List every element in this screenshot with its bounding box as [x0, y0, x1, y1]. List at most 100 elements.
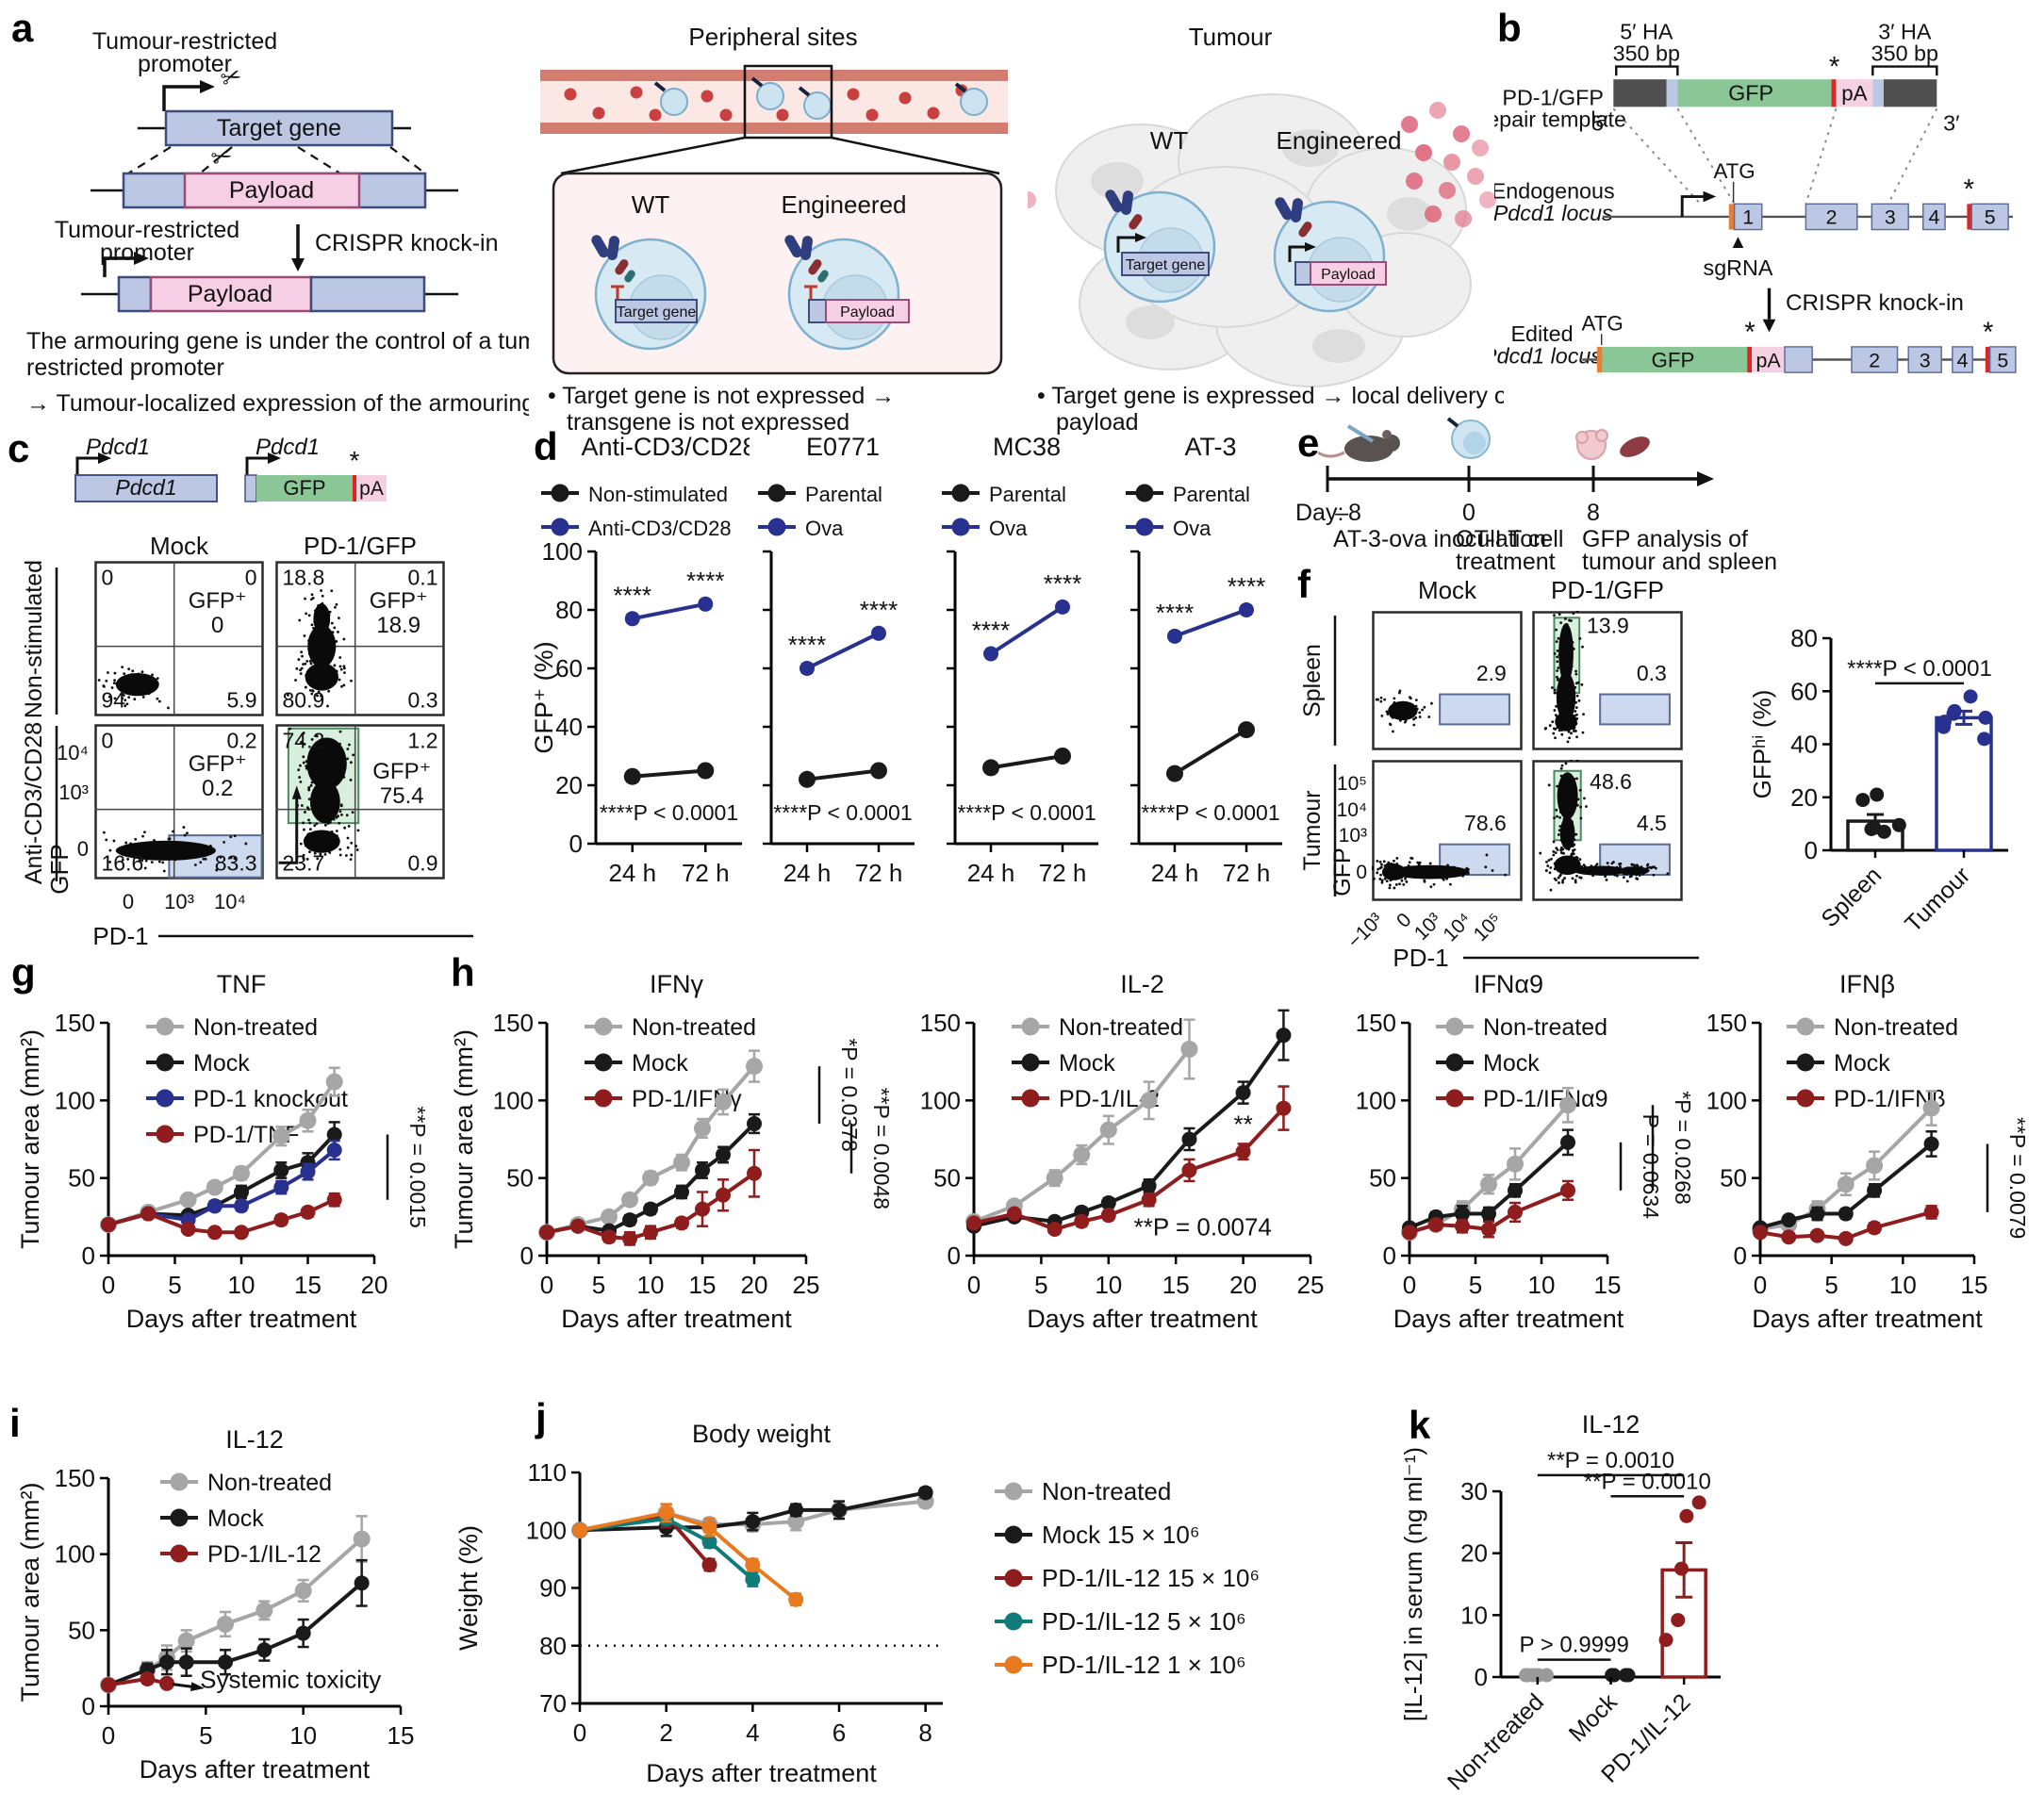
svg-text:Non-treated: Non-treated — [1442, 1688, 1549, 1795]
svg-text:0: 0 — [102, 1271, 115, 1299]
column-header-pd1gfp: PD-1/GFP — [304, 532, 417, 560]
svg-text:24 h: 24 h — [967, 859, 1015, 887]
chart-title: IL-12 — [225, 1425, 284, 1454]
svg-text:20: 20 — [1229, 1271, 1257, 1299]
gate — [1439, 843, 1510, 877]
svg-text:24 h: 24 h — [1151, 859, 1199, 887]
svg-text:0: 0 — [569, 830, 583, 858]
gfp-hi-bar-chart: 0 20 40 60 80 GFPʰⁱ (%) Spleen Tumour ****P < 0.… — [1744, 577, 2036, 954]
svg-text:72 h: 72 h — [1039, 859, 1087, 887]
body-weight-chart-svg: 70 80 90 100 110 0 2 4 6 8 Body weight Weight (%) Da… — [454, 1420, 1260, 1787]
panel-label-e: e — [1297, 420, 1320, 465]
svg-text:100: 100 — [55, 1086, 95, 1114]
svg-text:150: 150 — [1706, 1009, 1747, 1037]
svg-text:Non-treated: Non-treated — [1042, 1477, 1171, 1505]
series-PD-1/IL-12 1 × 10⁶ — [572, 1503, 804, 1607]
series-PD-1/TNF — [101, 1192, 342, 1241]
svg-text:Day:: Day: — [1295, 500, 1343, 526]
svg-text:**P = 0.0048: **P = 0.0048 — [869, 1088, 894, 1209]
svg-text:0: 0 — [211, 613, 223, 638]
column-header-mock: Mock — [150, 532, 209, 560]
svg-text:Mock 15 × 10⁶: Mock 15 × 10⁶ — [1042, 1521, 1200, 1549]
payload-particles — [1028, 102, 1496, 227]
svg-text:tumour and spleen: tumour and spleen — [1582, 549, 1777, 573]
pd1-axis-label: PD-1 — [1393, 944, 1448, 972]
gfp-box — [1677, 79, 1832, 107]
svg-text:PD-1/IL-12: PD-1/IL-12 — [207, 1541, 321, 1568]
svg-text:50: 50 — [68, 1164, 95, 1192]
svg-text:**: ** — [1233, 1110, 1252, 1139]
series-PD-1/IL-2 — [966, 1085, 1292, 1238]
peripheral-sites-diagram: Peripheral sites WT Engineered — [540, 23, 1008, 436]
svg-text:Non-stimulated: Non-stimulated — [588, 483, 728, 506]
wt-tumour-cell: Target gene — [1103, 189, 1216, 304]
svg-text:Pdcd1 locus: Pdcd1 locus — [1494, 343, 1602, 368]
svg-text:0: 0 — [77, 837, 89, 861]
tumour-title: Tumour — [1189, 23, 1273, 51]
svg-text:Non-treated: Non-treated — [632, 1014, 756, 1041]
svg-text:Payload: Payload — [1321, 267, 1376, 283]
svg-text:Payload: Payload — [229, 177, 314, 204]
svg-text:Target gene: Target gene — [617, 304, 697, 321]
svg-text:1: 1 — [1742, 206, 1754, 229]
svg-text:Pdcd1: Pdcd1 — [256, 435, 320, 460]
promoter-arrow — [103, 256, 134, 277]
svg-text:PD-1/IFNα9: PD-1/IFNα9 — [1483, 1086, 1608, 1112]
flow-plot-mock-stim: 0 0.2 16.6 83.3 GFP⁺ 0.2 — [65, 724, 269, 880]
svg-text:WT: WT — [632, 190, 670, 219]
flow-plot-spleen-pd1gfp: 13.9 0.3 — [1532, 584, 1683, 750]
cell-population — [309, 780, 340, 824]
gfp-timecourse-at3-chart: 24 h 72 h AT-3 Parental Ova **** **** ****P < 0… — [1122, 429, 1292, 933]
svg-text:→ Tumour-localized expression: → Tumour-localized expression of the arm… — [26, 390, 529, 416]
x-axis-label: Days after treatment — [646, 1759, 877, 1787]
series-PD-1/IFNα9 — [1402, 1179, 1575, 1241]
svg-text:**P = 0.0010: **P = 0.0010 — [1584, 1469, 1711, 1494]
chart-title: IFNγ — [650, 970, 703, 998]
svg-text:0: 0 — [1383, 1242, 1396, 1270]
svg-text:10⁴: 10⁴ — [57, 741, 89, 765]
svg-text:GFP: GFP — [283, 476, 325, 500]
svg-text:ATG: ATG — [1713, 159, 1755, 183]
vessel-zoom-box — [743, 64, 833, 140]
svg-text:treatment: treatment — [1456, 549, 1556, 573]
series-Mock 15 × 10⁶ — [572, 1485, 933, 1538]
svg-text:94: 94 — [102, 688, 126, 713]
x-axis-label: Days after treatment — [140, 1755, 371, 1784]
svg-text:5: 5 — [1824, 1271, 1838, 1299]
svg-text:150: 150 — [55, 1009, 95, 1037]
svg-text:2: 2 — [659, 1719, 672, 1747]
svg-text:4: 4 — [1928, 206, 1939, 229]
svg-text:pA: pA — [359, 478, 384, 500]
svg-text:transgene is not expressed: transgene is not expressed — [567, 409, 849, 436]
svg-text:5.9: 5.9 — [227, 688, 257, 713]
svg-text:5′: 5′ — [1591, 111, 1607, 136]
knockin-concept-diagram: Tumour-restricted promoter ✂ Target gene… — [26, 28, 529, 416]
svg-text:100: 100 — [1706, 1086, 1747, 1114]
svg-text:**P = 0.0010: **P = 0.0010 — [1547, 1448, 1674, 1473]
svg-text:10: 10 — [1528, 1271, 1556, 1299]
svg-text:24 h: 24 h — [608, 859, 656, 887]
engineered-tumour-cell: Payload — [1273, 197, 1387, 313]
svg-text:5: 5 — [199, 1721, 212, 1750]
svg-text:0: 0 — [520, 1242, 534, 1270]
svg-text:−10³: −10³ — [1343, 909, 1387, 952]
alignment-dotted-lines — [1612, 107, 1938, 205]
svg-text:50: 50 — [1369, 1164, 1396, 1192]
svg-text:3: 3 — [1885, 206, 1896, 229]
svg-text:24 h: 24 h — [783, 859, 832, 887]
bar-Non-treated — [1519, 1668, 1554, 1683]
row-label-spleen: Spleen — [1299, 644, 1326, 717]
svg-text:Tumour-restricted: Tumour-restricted — [55, 217, 239, 243]
svg-text:Ova: Ova — [989, 517, 1028, 540]
svg-text:18.8: 18.8 — [283, 566, 325, 590]
x-axis-label: Days after treatment — [1752, 1305, 1983, 1333]
y-axis-label: Tumour area (mm²) — [16, 1029, 44, 1249]
scissors-icon: ✂ — [217, 60, 246, 94]
svg-text:Ova: Ova — [1173, 517, 1212, 540]
svg-text:20: 20 — [1460, 1539, 1488, 1568]
y-axis-label: GFP⁺ (%) — [530, 641, 558, 753]
tnf-tumour-growth-chart: 0 50 100 150 0 5 10 15 20 TNF Tumour area (mm²) Day… — [14, 957, 448, 1339]
cell-population — [303, 830, 340, 853]
svg-text:0: 0 — [1403, 1271, 1416, 1299]
